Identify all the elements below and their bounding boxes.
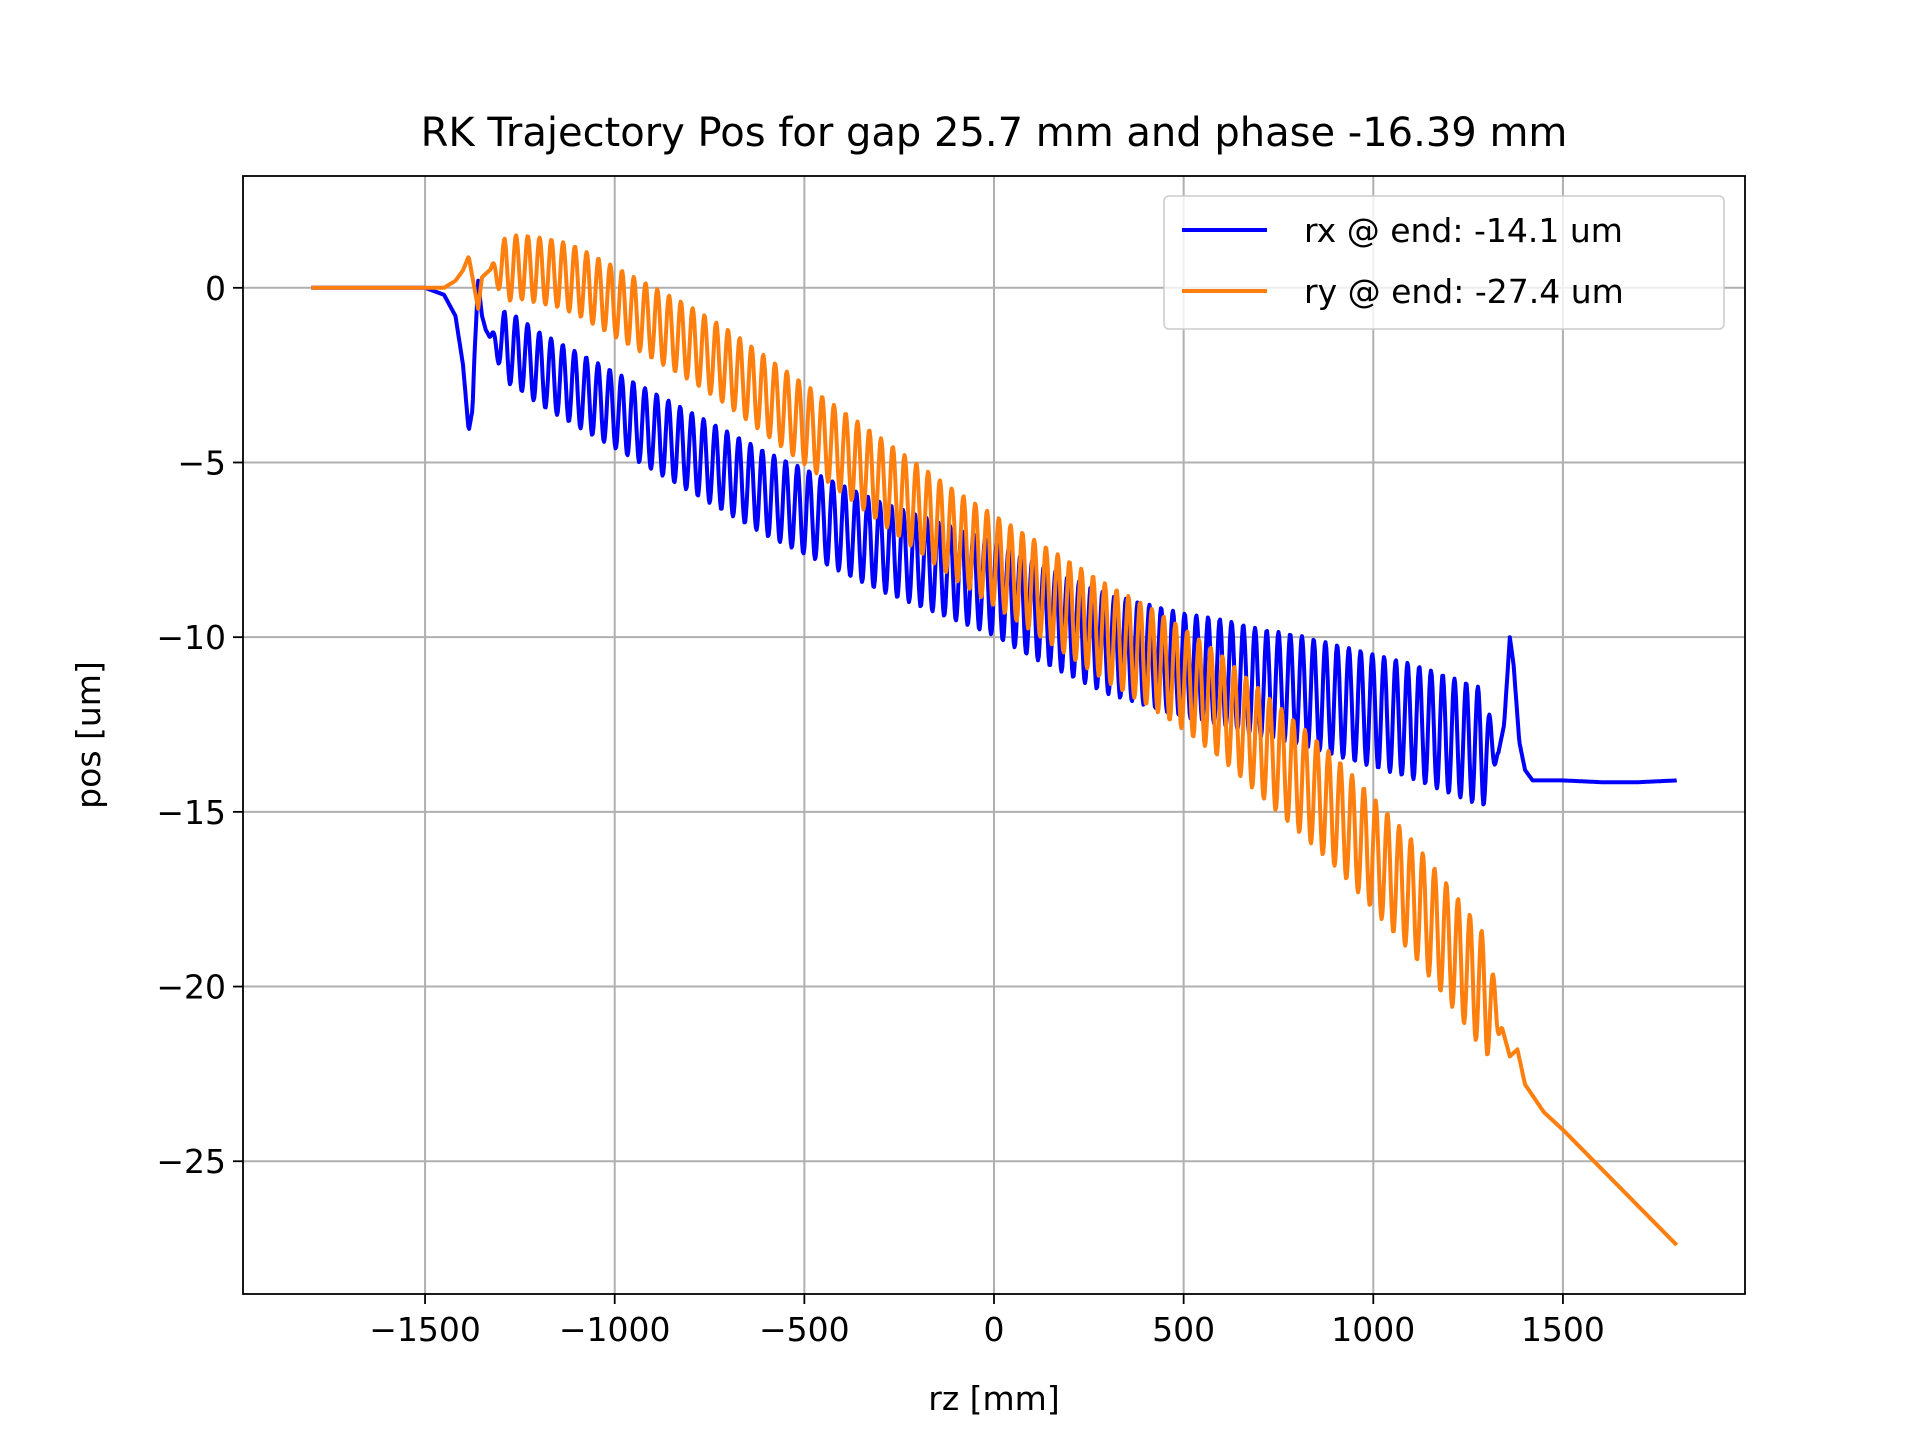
series-line-ry <box>310 233 1679 1247</box>
x-tick-label: 1500 <box>1521 1310 1605 1349</box>
x-tick-label: 0 <box>984 1310 1005 1349</box>
axis-ticks: −1500 −1000 −500 0 500 1000 1500 0 −5 −10 −15 −20 −2… <box>156 269 1605 1349</box>
plot-lines <box>310 233 1679 1247</box>
chart-title: RK Trajectory Pos for gap 25.7 mm and ph… <box>421 110 1568 156</box>
y-tick-label: −25 <box>156 1142 226 1181</box>
y-tick-label: −20 <box>156 968 226 1007</box>
legend-box <box>1163 195 1725 330</box>
x-tick-label: 1000 <box>1331 1310 1415 1349</box>
y-tick-label: −5 <box>177 443 226 482</box>
x-tick-label: 500 <box>1152 1310 1215 1349</box>
x-tick-label: −1000 <box>559 1310 671 1349</box>
legend-label-rx: rx @ end: -14.1 um <box>1304 211 1623 250</box>
grid <box>243 176 1745 1294</box>
y-axis-title: pos [um] <box>69 661 108 809</box>
x-tick-label: −500 <box>759 1310 850 1349</box>
x-tick-label: −1500 <box>369 1310 481 1349</box>
y-tick-label: 0 <box>205 269 226 308</box>
legend: rx @ end: -14.1 um ry @ end: -27.4 um <box>1163 195 1725 330</box>
legend-label-ry: ry @ end: -27.4 um <box>1304 272 1624 311</box>
x-axis-title: rz [mm] <box>928 1379 1059 1418</box>
y-tick-label: −10 <box>156 618 226 657</box>
y-tick-label: −15 <box>156 793 226 832</box>
